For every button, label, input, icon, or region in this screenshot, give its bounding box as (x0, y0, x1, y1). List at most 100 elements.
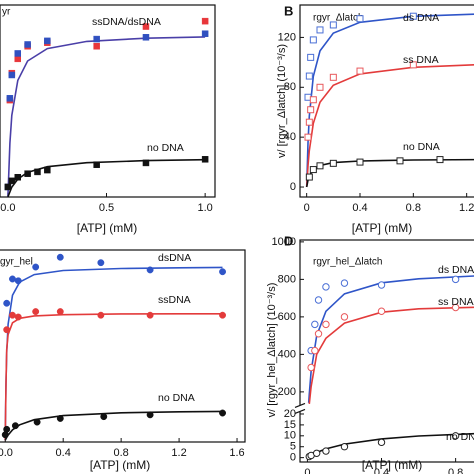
data-point (329, 159, 337, 167)
data-point (56, 308, 64, 316)
data-point (436, 156, 444, 164)
data-point (340, 279, 349, 287)
data-point (93, 35, 100, 43)
panel-title: rgyr_hel_Δlatch (313, 257, 383, 268)
frame (0, 4, 216, 198)
fit-curve (307, 275, 474, 403)
data-point (329, 21, 337, 29)
data-point (219, 311, 226, 319)
data-point (24, 41, 31, 48)
data-point (14, 55, 22, 63)
data-point (409, 12, 417, 20)
x-axis-label: [ATP] (mM) (77, 221, 137, 235)
x-axis-label: [ATP] (mM) (90, 458, 150, 472)
data-point (11, 422, 19, 430)
data-point (409, 61, 417, 69)
data-point (309, 166, 317, 174)
data-point (24, 170, 31, 177)
y-tick-label: 400 (278, 348, 296, 360)
x-tick-label: 0.8 (448, 467, 463, 474)
x-tick-label: 1.0 (197, 202, 212, 214)
data-point (142, 34, 150, 41)
data-point (14, 174, 22, 181)
panel-title: rgyr_Δlatch (313, 13, 364, 24)
data-point (316, 26, 324, 34)
data-point (329, 73, 337, 81)
y-tick-label: 800 (278, 273, 296, 285)
axis-break-mark (294, 408, 306, 414)
data-point (8, 177, 16, 185)
y-tick-label: 10 (284, 430, 296, 442)
data-point (322, 320, 330, 329)
series-label: no DNA (158, 392, 195, 404)
data-point (451, 303, 460, 312)
axis-break-mark (294, 402, 306, 408)
panel-label: D (284, 233, 293, 248)
data-point (146, 311, 154, 319)
x-axis-label: [ATP] (mM) (352, 221, 412, 235)
fit-curve (7, 36, 206, 198)
data-point (201, 30, 209, 37)
data-point (311, 346, 319, 355)
fit-curve (7, 158, 206, 198)
series-label: dsDNA (158, 252, 191, 264)
x-tick-label: 0.8 (113, 447, 128, 459)
data-point (307, 53, 315, 61)
data-point (9, 311, 16, 319)
data-point (322, 447, 330, 455)
data-point (34, 168, 41, 176)
data-point (316, 83, 324, 91)
data-point (14, 277, 22, 285)
data-point (311, 320, 319, 329)
data-point (314, 296, 323, 304)
series-label: ss DNA (403, 54, 439, 66)
data-point (219, 268, 226, 276)
data-point (4, 183, 12, 191)
data-point (3, 425, 11, 433)
data-point (8, 71, 16, 79)
x-tick-label: 0 (304, 202, 310, 214)
y-tick-label: 0 (290, 181, 296, 193)
x-tick-label: 0.4 (374, 467, 389, 474)
data-point (356, 158, 364, 166)
data-point (93, 43, 100, 50)
x-tick-label: 1.6 (229, 447, 244, 459)
data-point (6, 95, 14, 102)
data-point (33, 418, 41, 426)
x-axis-label: [ATP] (mM) (362, 458, 422, 472)
series-label: no DNA (446, 431, 474, 443)
x-tick-label: 0.0 (0, 202, 15, 214)
data-point (305, 118, 313, 126)
y-tick-label: 40 (284, 131, 296, 143)
series-label: ssDNA (158, 294, 191, 306)
y-tick-label: 15 (284, 419, 296, 431)
data-point (304, 133, 312, 141)
data-point (142, 159, 150, 167)
y-tick-label: 200 (278, 386, 296, 398)
x-tick-label: 0.4 (352, 202, 367, 214)
data-point (97, 259, 105, 267)
y-tick-label: 20 (284, 408, 296, 420)
data-point (314, 330, 323, 338)
data-point (305, 72, 313, 80)
data-point (14, 313, 22, 321)
data-point (3, 299, 11, 307)
y-tick-label: 600 (278, 311, 296, 323)
data-point (44, 37, 51, 45)
data-point (97, 311, 105, 319)
panel: 0.0 0.5 1.0 [ATP] (mM) yr ssDNA/dsDNA no DNA (0, 4, 216, 235)
y-axis-label: v/ [rgyr_hel_Δlatch] (10⁻³/s) (266, 283, 278, 418)
data-point (146, 266, 154, 274)
data-point (56, 253, 64, 261)
data-point (451, 432, 460, 440)
panel: 0 0.4 0.8 1.2 0 40 80 120 [ATP] (mM) v/ [rgyr_Δla… (276, 3, 474, 235)
data-point (142, 23, 150, 30)
y-axis-label: v/ [rgyr_Δlatch] (10⁻³/s) (276, 44, 288, 158)
panel: 0.0 0.4 0.8 1.2 1.6 [ATP] (mM) gyr_hel dsDNA ssD… (0, 249, 246, 472)
y-tick-label: 1000 (272, 236, 296, 248)
data-point (377, 438, 386, 447)
panel-label: B (284, 3, 293, 18)
fit-curve (305, 64, 474, 188)
